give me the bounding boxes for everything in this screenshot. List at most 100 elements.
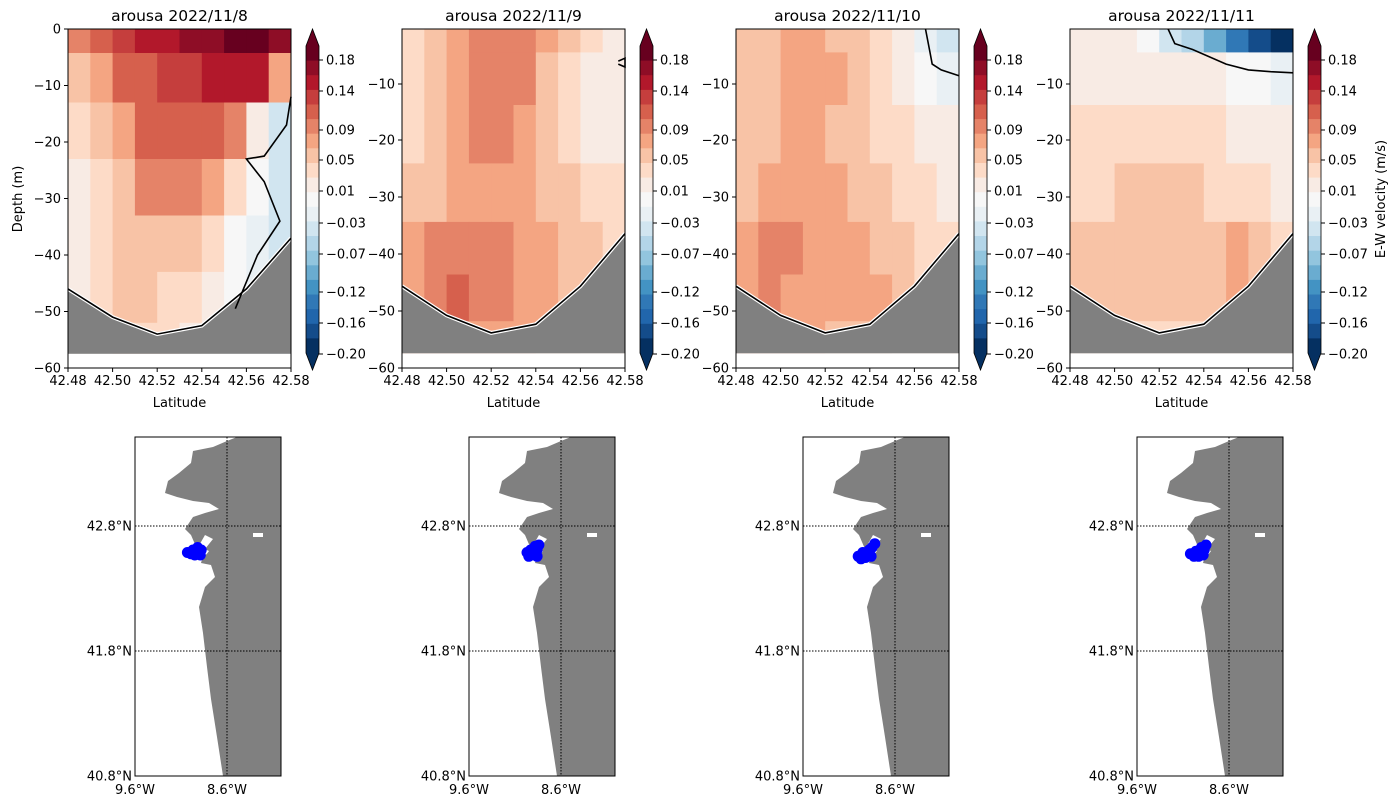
colorbar-tick-label: −0.07 bbox=[660, 248, 700, 263]
velocity-cell bbox=[468, 274, 492, 322]
colorbar-tick-label: 0.18 bbox=[1328, 54, 1357, 69]
colorbar-segment bbox=[974, 236, 987, 252]
x-tick-label: 42.52 bbox=[139, 374, 176, 389]
colorbar-segment bbox=[640, 338, 653, 354]
colorbar: 0.18 0.14 0.09 0.05 0.01 −0.03 −0.07 −0.12 −0.16… bbox=[305, 27, 366, 372]
particle bbox=[1200, 539, 1212, 551]
velocity-cell bbox=[914, 221, 938, 276]
y-tick-label: −50 bbox=[702, 305, 729, 320]
velocity-cell bbox=[1114, 274, 1138, 322]
map-frame bbox=[802, 436, 950, 777]
velocity-cell bbox=[825, 29, 849, 53]
colorbar-segment bbox=[1308, 163, 1321, 179]
velocity-cell bbox=[736, 163, 759, 223]
velocity-cell bbox=[157, 102, 181, 160]
velocity-cell bbox=[825, 221, 849, 276]
velocity-cell bbox=[268, 53, 291, 103]
lat-tick-label: 42.8°N bbox=[421, 520, 466, 535]
island bbox=[607, 631, 615, 636]
velocity-cell bbox=[780, 29, 804, 53]
x-tick-label: 42.56 bbox=[896, 374, 933, 389]
lon-tick-label: 9.6°W bbox=[115, 783, 155, 798]
velocity-cell bbox=[1159, 52, 1183, 106]
velocity-cell bbox=[424, 105, 448, 164]
particle bbox=[185, 548, 197, 560]
colorbar-segment bbox=[306, 323, 319, 339]
velocity-cell bbox=[936, 163, 959, 223]
colorbar-tick-label: 0.14 bbox=[326, 85, 355, 100]
velocity-cell bbox=[157, 215, 181, 273]
x-tick-label: 42.52 bbox=[1141, 374, 1178, 389]
colorbar-segment bbox=[1308, 60, 1321, 76]
map-frame bbox=[134, 436, 282, 777]
x-axis-label: Latitude bbox=[153, 396, 207, 411]
seabed bbox=[402, 233, 625, 354]
colorbar-segment bbox=[974, 89, 987, 105]
velocity-cell bbox=[179, 271, 203, 324]
velocity-cell bbox=[1159, 29, 1183, 53]
velocity-cell bbox=[758, 221, 782, 276]
x-tick-label: 42.56 bbox=[228, 374, 265, 389]
velocity-cell bbox=[847, 105, 871, 164]
velocity-cell bbox=[491, 221, 515, 276]
colorbar-segment bbox=[306, 148, 319, 164]
x-tick-label: 42.50 bbox=[1096, 374, 1133, 389]
colorbar-segment bbox=[974, 177, 987, 193]
colorbar-segment bbox=[640, 206, 653, 222]
colorbar-tick-label: −0.16 bbox=[660, 317, 700, 332]
colorbar-segment bbox=[306, 250, 319, 266]
velocity-cell bbox=[157, 53, 181, 103]
velocity-cell bbox=[1203, 221, 1227, 276]
colorbar-tick-label: −0.16 bbox=[994, 317, 1034, 332]
colorbar: 0.18 0.14 0.09 0.05 0.01 −0.03 −0.07 −0.12 −0.16… bbox=[639, 27, 700, 372]
map-content bbox=[833, 437, 949, 776]
colorbar-segment bbox=[974, 104, 987, 120]
velocity-cell bbox=[513, 274, 537, 322]
particle bbox=[855, 553, 867, 565]
colorbar-segment bbox=[974, 46, 987, 62]
lat-tick-label: 40.8°N bbox=[421, 770, 466, 785]
velocity-cell bbox=[1070, 221, 1093, 276]
velocity-cell bbox=[246, 53, 270, 103]
colorbar-segment bbox=[306, 294, 319, 310]
velocity-cell bbox=[424, 163, 448, 223]
y-tick-label: −20 bbox=[368, 134, 395, 149]
lat-tick-label: 41.8°N bbox=[87, 645, 132, 660]
below-seabed bbox=[1070, 353, 1293, 368]
axes-frame bbox=[1069, 28, 1294, 369]
colorbar-segment bbox=[640, 221, 653, 237]
velocity-cell bbox=[446, 221, 470, 276]
colorbar-segment bbox=[1308, 46, 1321, 62]
y-tick-label: −20 bbox=[34, 136, 61, 151]
x-tick-label: 42.58 bbox=[940, 374, 977, 389]
y-tick-label: −40 bbox=[34, 249, 61, 264]
seabed bbox=[736, 233, 959, 354]
x-tick-label: 42.52 bbox=[473, 374, 510, 389]
velocity-cell bbox=[402, 163, 425, 223]
colorbar-extend-min bbox=[974, 353, 987, 370]
colorbar-tick-label: 0.18 bbox=[660, 54, 689, 69]
lat-tick-label: 41.8°N bbox=[1089, 645, 1134, 660]
colorbar-extend-min bbox=[640, 353, 653, 370]
velocity-cell bbox=[847, 221, 871, 276]
velocity-cell bbox=[1070, 163, 1093, 223]
panel-title: arousa 2022/11/10 bbox=[774, 7, 921, 25]
velocity-cell bbox=[134, 271, 158, 324]
land bbox=[1167, 437, 1283, 776]
colorbar-segment bbox=[974, 119, 987, 135]
colorbar-segment bbox=[974, 309, 987, 325]
colorbar-tick-label: −0.12 bbox=[1328, 286, 1368, 301]
island bbox=[1275, 631, 1283, 636]
velocity-cell bbox=[1226, 221, 1249, 276]
colorbar-tick-label: 0.05 bbox=[994, 154, 1023, 169]
colorbar-tick-label: −0.20 bbox=[1328, 348, 1368, 363]
colorbar-segment bbox=[640, 89, 653, 105]
velocity-cell bbox=[513, 52, 537, 106]
velocity-cell bbox=[1226, 163, 1249, 223]
colorbar-segment bbox=[974, 338, 987, 354]
velocity-cell bbox=[535, 105, 559, 164]
velocity-cell bbox=[580, 52, 604, 106]
x-tick-label: 42.50 bbox=[428, 374, 465, 389]
colorbar-tick-label: 0.14 bbox=[660, 85, 689, 100]
colorbar-segment bbox=[306, 133, 319, 149]
